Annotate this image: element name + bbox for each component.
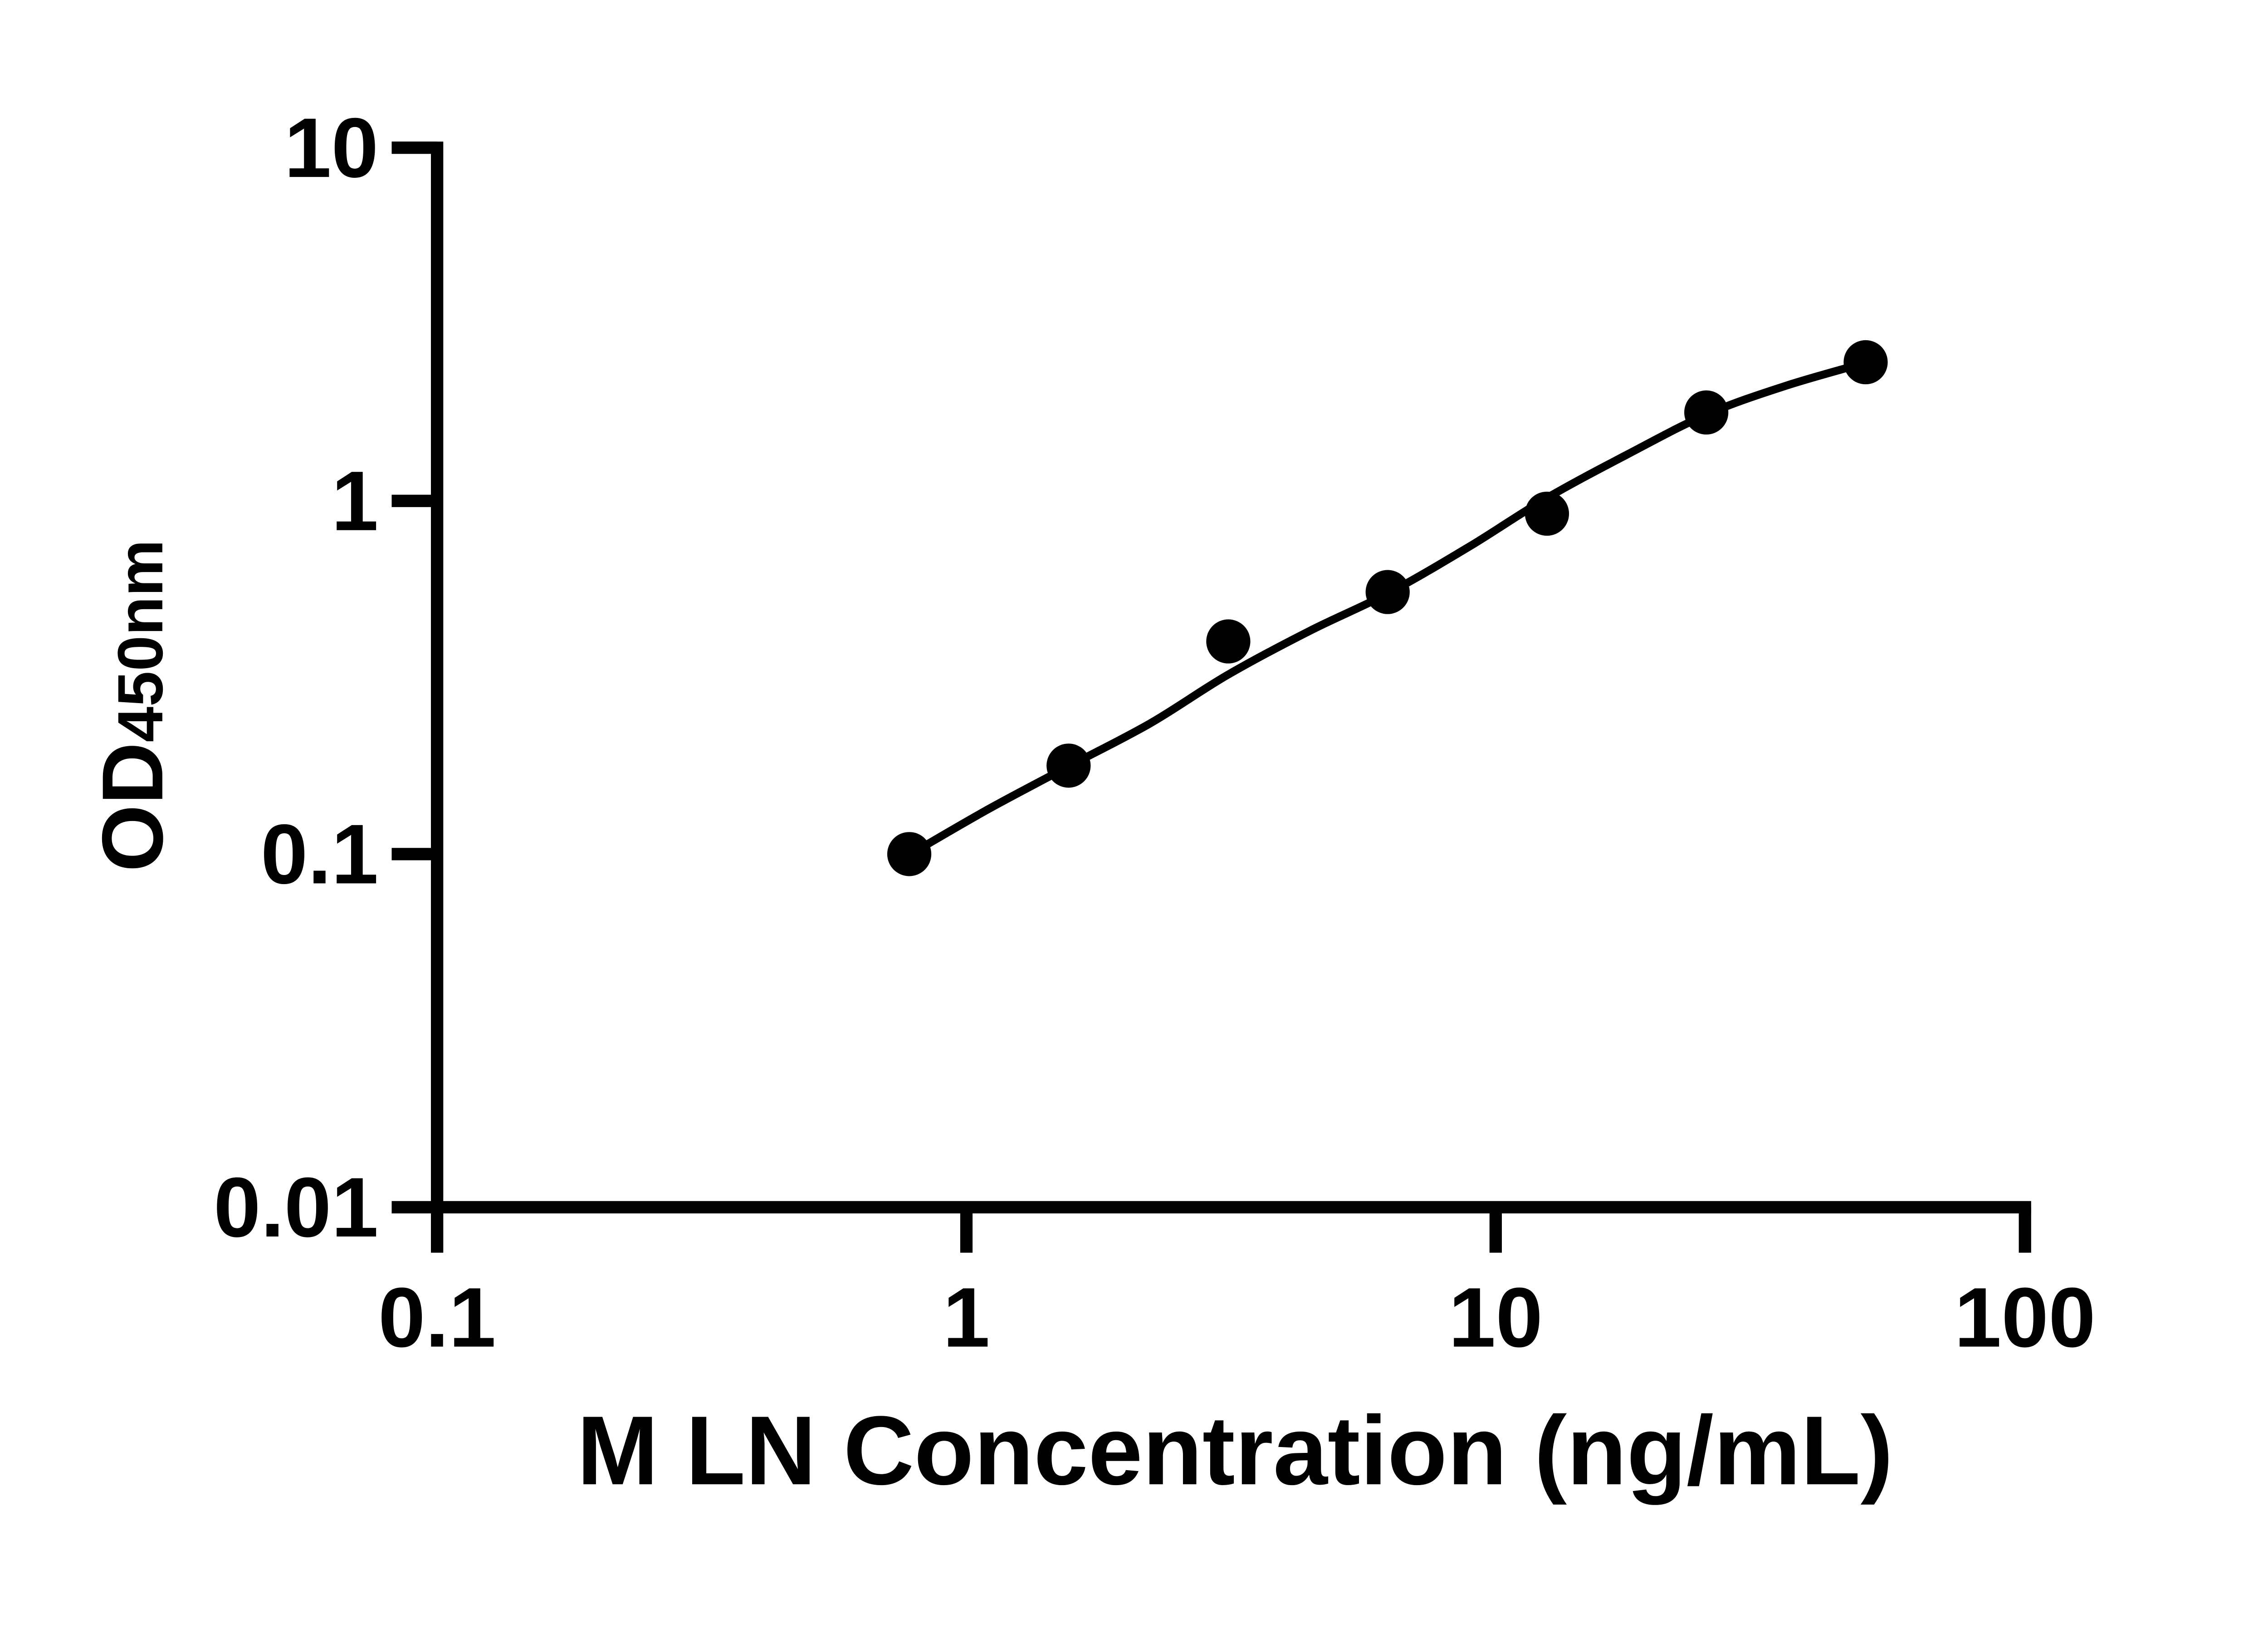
data-point-marker [1525, 491, 1569, 536]
y-tick-label: 0.01 [214, 1160, 378, 1255]
x-tick-label: 100 [1954, 1270, 2095, 1365]
figure-canvas: 10 1 0.1 0.01 0.1 1 10 100 M LN Concentration (… [84, 100, 2096, 1506]
y-tick-label: 0.1 [261, 807, 379, 901]
x-tick-label: 10 [1449, 1270, 1543, 1365]
y-axis-title-main: OD [84, 742, 181, 872]
axis-layer [391, 142, 2031, 1253]
x-tick-label: 1 [943, 1270, 990, 1365]
y-tick-label: 1 [331, 454, 378, 548]
x-tick-label: 0.1 [378, 1270, 496, 1365]
data-point-layer [887, 340, 1888, 876]
data-point-marker [1843, 340, 1888, 385]
data-point-marker [1365, 570, 1410, 614]
y-tick-label: 10 [284, 100, 379, 195]
y-axis-title-sub: 450nm [104, 540, 176, 743]
data-point-marker [1206, 619, 1251, 664]
y-axis-title: OD450nm [84, 540, 181, 872]
x-axis-title: M LN Concentration (ng/mL) [577, 1396, 1893, 1505]
data-point-marker [1046, 743, 1091, 788]
data-point-marker [887, 832, 932, 876]
data-point-marker [1684, 390, 1729, 435]
